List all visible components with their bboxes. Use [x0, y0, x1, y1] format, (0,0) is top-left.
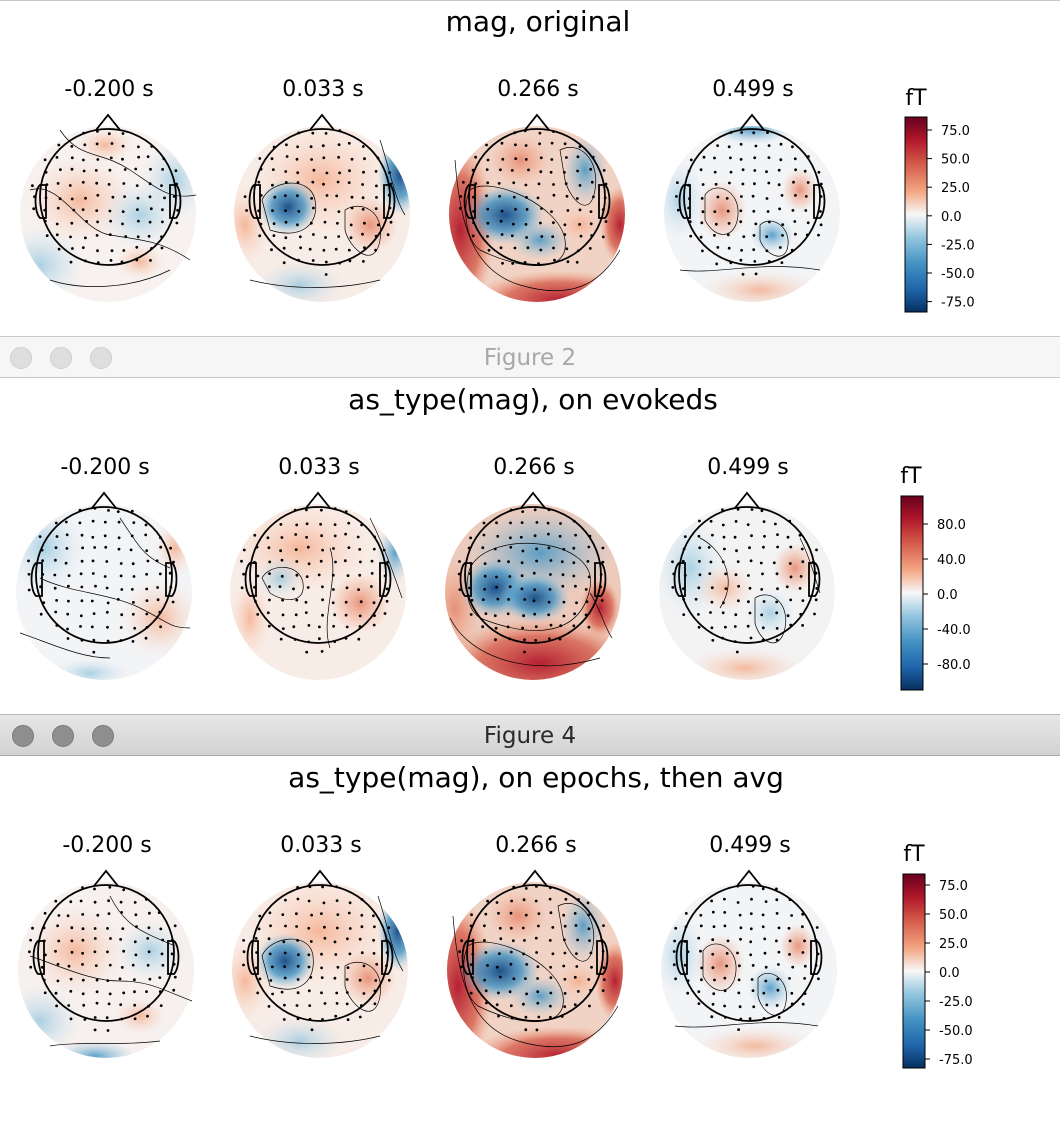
time-label: 0.499 s: [712, 77, 793, 102]
colorbar-unit: fT: [900, 464, 922, 489]
figure-window-2: as_type(mag), on evokeds -0.200 s 0.033 …: [0, 378, 1060, 714]
topomap: [234, 113, 410, 302]
window-title: Figure 4: [483, 723, 577, 749]
time-label: 0.499 s: [709, 833, 790, 858]
time-label: 0.266 s: [493, 455, 574, 480]
colorbar-tick-label: 40.0: [937, 553, 966, 568]
topomap: [232, 869, 408, 1058]
colorbar-tick-label: 25.0: [941, 181, 970, 196]
time-label: 0.033 s: [278, 455, 359, 480]
time-label: 0.033 s: [282, 77, 363, 102]
time-label: 0.033 s: [280, 833, 361, 858]
topomap: [661, 869, 837, 1058]
figure-window-3: as_type(mag), on epochs, then avg -0.200…: [0, 756, 1060, 1140]
topomap: [447, 869, 623, 1058]
time-label: -0.200 s: [60, 455, 149, 480]
window-title: Figure 2: [483, 345, 577, 371]
colorbar-tick-label: -25.0: [941, 238, 975, 253]
colorbar-tick-label: 50.0: [941, 153, 970, 168]
figure-3-canvas: as_type(mag), on epochs, then avg -0.200…: [18, 761, 973, 1069]
colorbar-tick-label: 0.0: [939, 966, 960, 981]
figure-2-canvas: as_type(mag), on evokeds -0.200 s 0.033 …: [16, 383, 971, 691]
minimize-button[interactable]: [52, 725, 74, 747]
topomap: [20, 113, 197, 302]
window-titlebar[interactable]: Figure 2: [0, 336, 1060, 378]
topomap: [664, 113, 840, 302]
colorbar-tick-label: 0.0: [941, 210, 962, 225]
close-button[interactable]: [10, 347, 32, 369]
colorbar-tick-label: 0.0: [937, 588, 958, 603]
colorbar: fT 75.0 50.0 25.0 0.0 -25.0 -50.0 -75.0: [902, 842, 973, 1069]
colorbar-tick-label: -50.0: [939, 1024, 973, 1039]
minimize-button[interactable]: [50, 347, 72, 369]
topomap: [230, 491, 406, 680]
zoom-button[interactable]: [92, 725, 114, 747]
topomap: [445, 491, 621, 680]
figure-title: as_type(mag), on epochs, then avg: [288, 761, 784, 794]
figure-title: mag, original: [446, 5, 631, 38]
colorbar-tick-label: 80.0: [937, 518, 966, 533]
colorbar-unit: fT: [903, 842, 925, 867]
topomap: [16, 491, 192, 680]
colorbar-unit: fT: [905, 86, 927, 111]
window-titlebar[interactable]: Figure 4: [0, 714, 1060, 756]
topomap: [18, 869, 194, 1058]
colorbar: fT 80.0 40.0 0.0 -40.0 -80.0: [900, 464, 971, 691]
time-label: 0.499 s: [707, 455, 788, 480]
colorbar-tick-label: -75.0: [939, 1053, 973, 1068]
colorbar: fT 75.0 50.0 25.0 0.0 -25.0 -50.0 -75.0: [904, 86, 975, 313]
zoom-button[interactable]: [90, 347, 112, 369]
colorbar-tick-label: 75.0: [939, 879, 968, 894]
colorbar-tick-label: 50.0: [939, 908, 968, 923]
time-label: 0.266 s: [497, 77, 578, 102]
close-button[interactable]: [12, 725, 34, 747]
colorbar-tick-label: -50.0: [941, 267, 975, 282]
topomap: [659, 491, 835, 680]
time-label: -0.200 s: [62, 833, 151, 858]
colorbar-tick-label: -75.0: [941, 296, 975, 311]
colorbar-tick-label: -40.0: [937, 623, 971, 638]
colorbar-tick-label: -25.0: [939, 995, 973, 1010]
figure-title: as_type(mag), on evokeds: [348, 383, 718, 416]
figure-window-1: mag, original -0.200 s 0.033 s 0.266 s 0…: [0, 0, 1060, 336]
time-label: 0.266 s: [495, 833, 576, 858]
time-label: -0.200 s: [64, 77, 153, 102]
colorbar-tick-label: 75.0: [941, 124, 970, 139]
topomap: [449, 113, 625, 302]
colorbar-tick-label: -80.0: [937, 658, 971, 673]
colorbar-tick-label: 25.0: [939, 937, 968, 952]
figure-1-canvas: mag, original -0.200 s 0.033 s 0.266 s 0…: [0, 0, 1060, 313]
